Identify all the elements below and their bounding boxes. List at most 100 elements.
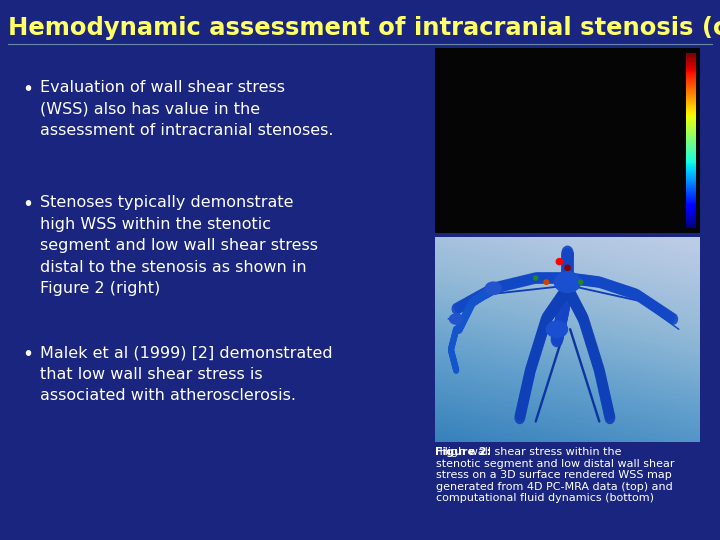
Ellipse shape: [584, 330, 594, 343]
Ellipse shape: [452, 361, 457, 367]
Ellipse shape: [451, 358, 456, 364]
Ellipse shape: [564, 284, 573, 296]
Ellipse shape: [452, 303, 460, 314]
Ellipse shape: [522, 380, 531, 392]
Ellipse shape: [542, 312, 552, 325]
Ellipse shape: [640, 294, 648, 305]
Ellipse shape: [452, 361, 457, 367]
Ellipse shape: [572, 301, 582, 313]
Ellipse shape: [450, 353, 455, 359]
Ellipse shape: [458, 321, 464, 329]
Ellipse shape: [552, 273, 559, 283]
Ellipse shape: [450, 341, 455, 347]
Ellipse shape: [564, 286, 575, 298]
Ellipse shape: [478, 292, 485, 301]
Ellipse shape: [629, 288, 636, 298]
Ellipse shape: [539, 273, 546, 283]
Ellipse shape: [611, 282, 618, 292]
Ellipse shape: [552, 332, 562, 347]
Ellipse shape: [539, 321, 549, 334]
Ellipse shape: [530, 349, 540, 362]
Ellipse shape: [595, 368, 605, 380]
Ellipse shape: [546, 273, 554, 283]
Ellipse shape: [531, 346, 541, 359]
Text: Evaluation of wall shear stress
(WSS) also has value in the
assessment of intrac: Evaluation of wall shear stress (WSS) al…: [40, 80, 333, 138]
Ellipse shape: [449, 343, 454, 349]
Ellipse shape: [552, 297, 562, 309]
Ellipse shape: [490, 285, 495, 293]
Ellipse shape: [562, 261, 573, 275]
Ellipse shape: [605, 408, 614, 421]
Ellipse shape: [553, 323, 564, 338]
Ellipse shape: [579, 280, 582, 284]
Ellipse shape: [562, 264, 573, 278]
Ellipse shape: [453, 330, 457, 336]
Ellipse shape: [544, 310, 553, 322]
Ellipse shape: [560, 286, 570, 298]
Ellipse shape: [602, 397, 611, 409]
Ellipse shape: [575, 305, 584, 317]
Ellipse shape: [567, 273, 575, 284]
Ellipse shape: [557, 305, 568, 319]
Ellipse shape: [562, 274, 573, 288]
Ellipse shape: [454, 326, 459, 332]
Ellipse shape: [461, 315, 467, 323]
Ellipse shape: [564, 273, 572, 283]
Ellipse shape: [599, 278, 607, 288]
Ellipse shape: [489, 284, 497, 294]
Ellipse shape: [553, 325, 564, 339]
Ellipse shape: [549, 303, 558, 315]
Ellipse shape: [587, 276, 595, 286]
Ellipse shape: [546, 321, 567, 338]
Ellipse shape: [552, 331, 563, 345]
Ellipse shape: [564, 273, 572, 283]
Ellipse shape: [523, 376, 532, 389]
Ellipse shape: [465, 307, 471, 315]
Ellipse shape: [562, 267, 573, 282]
Ellipse shape: [529, 353, 539, 365]
Ellipse shape: [454, 366, 459, 373]
Ellipse shape: [470, 298, 477, 306]
Ellipse shape: [598, 376, 607, 389]
Ellipse shape: [554, 322, 564, 336]
Ellipse shape: [532, 343, 541, 355]
Ellipse shape: [562, 251, 573, 265]
Ellipse shape: [520, 391, 529, 403]
Ellipse shape: [559, 295, 570, 309]
Ellipse shape: [552, 328, 564, 342]
Ellipse shape: [449, 349, 454, 355]
Ellipse shape: [456, 325, 462, 333]
Ellipse shape: [453, 363, 457, 369]
Ellipse shape: [484, 288, 490, 296]
Ellipse shape: [464, 308, 471, 316]
Ellipse shape: [608, 281, 616, 292]
Ellipse shape: [642, 296, 650, 306]
Ellipse shape: [588, 343, 598, 355]
Ellipse shape: [517, 403, 526, 415]
Ellipse shape: [594, 362, 603, 374]
Ellipse shape: [456, 301, 464, 312]
Ellipse shape: [466, 296, 474, 306]
Ellipse shape: [570, 295, 579, 308]
Ellipse shape: [571, 274, 580, 284]
Ellipse shape: [459, 319, 465, 327]
Ellipse shape: [560, 291, 571, 305]
Ellipse shape: [559, 299, 570, 313]
Ellipse shape: [453, 364, 458, 370]
Ellipse shape: [451, 355, 456, 362]
Ellipse shape: [567, 289, 576, 302]
Ellipse shape: [636, 291, 644, 301]
Ellipse shape: [597, 374, 606, 386]
Ellipse shape: [601, 279, 609, 289]
Ellipse shape: [449, 349, 454, 356]
Ellipse shape: [490, 284, 497, 292]
Ellipse shape: [617, 284, 625, 294]
Ellipse shape: [638, 293, 646, 303]
Ellipse shape: [595, 277, 603, 287]
Ellipse shape: [544, 280, 549, 285]
Ellipse shape: [567, 292, 577, 304]
Ellipse shape: [516, 408, 525, 421]
Ellipse shape: [565, 273, 573, 284]
Ellipse shape: [559, 294, 570, 308]
Ellipse shape: [603, 280, 611, 290]
